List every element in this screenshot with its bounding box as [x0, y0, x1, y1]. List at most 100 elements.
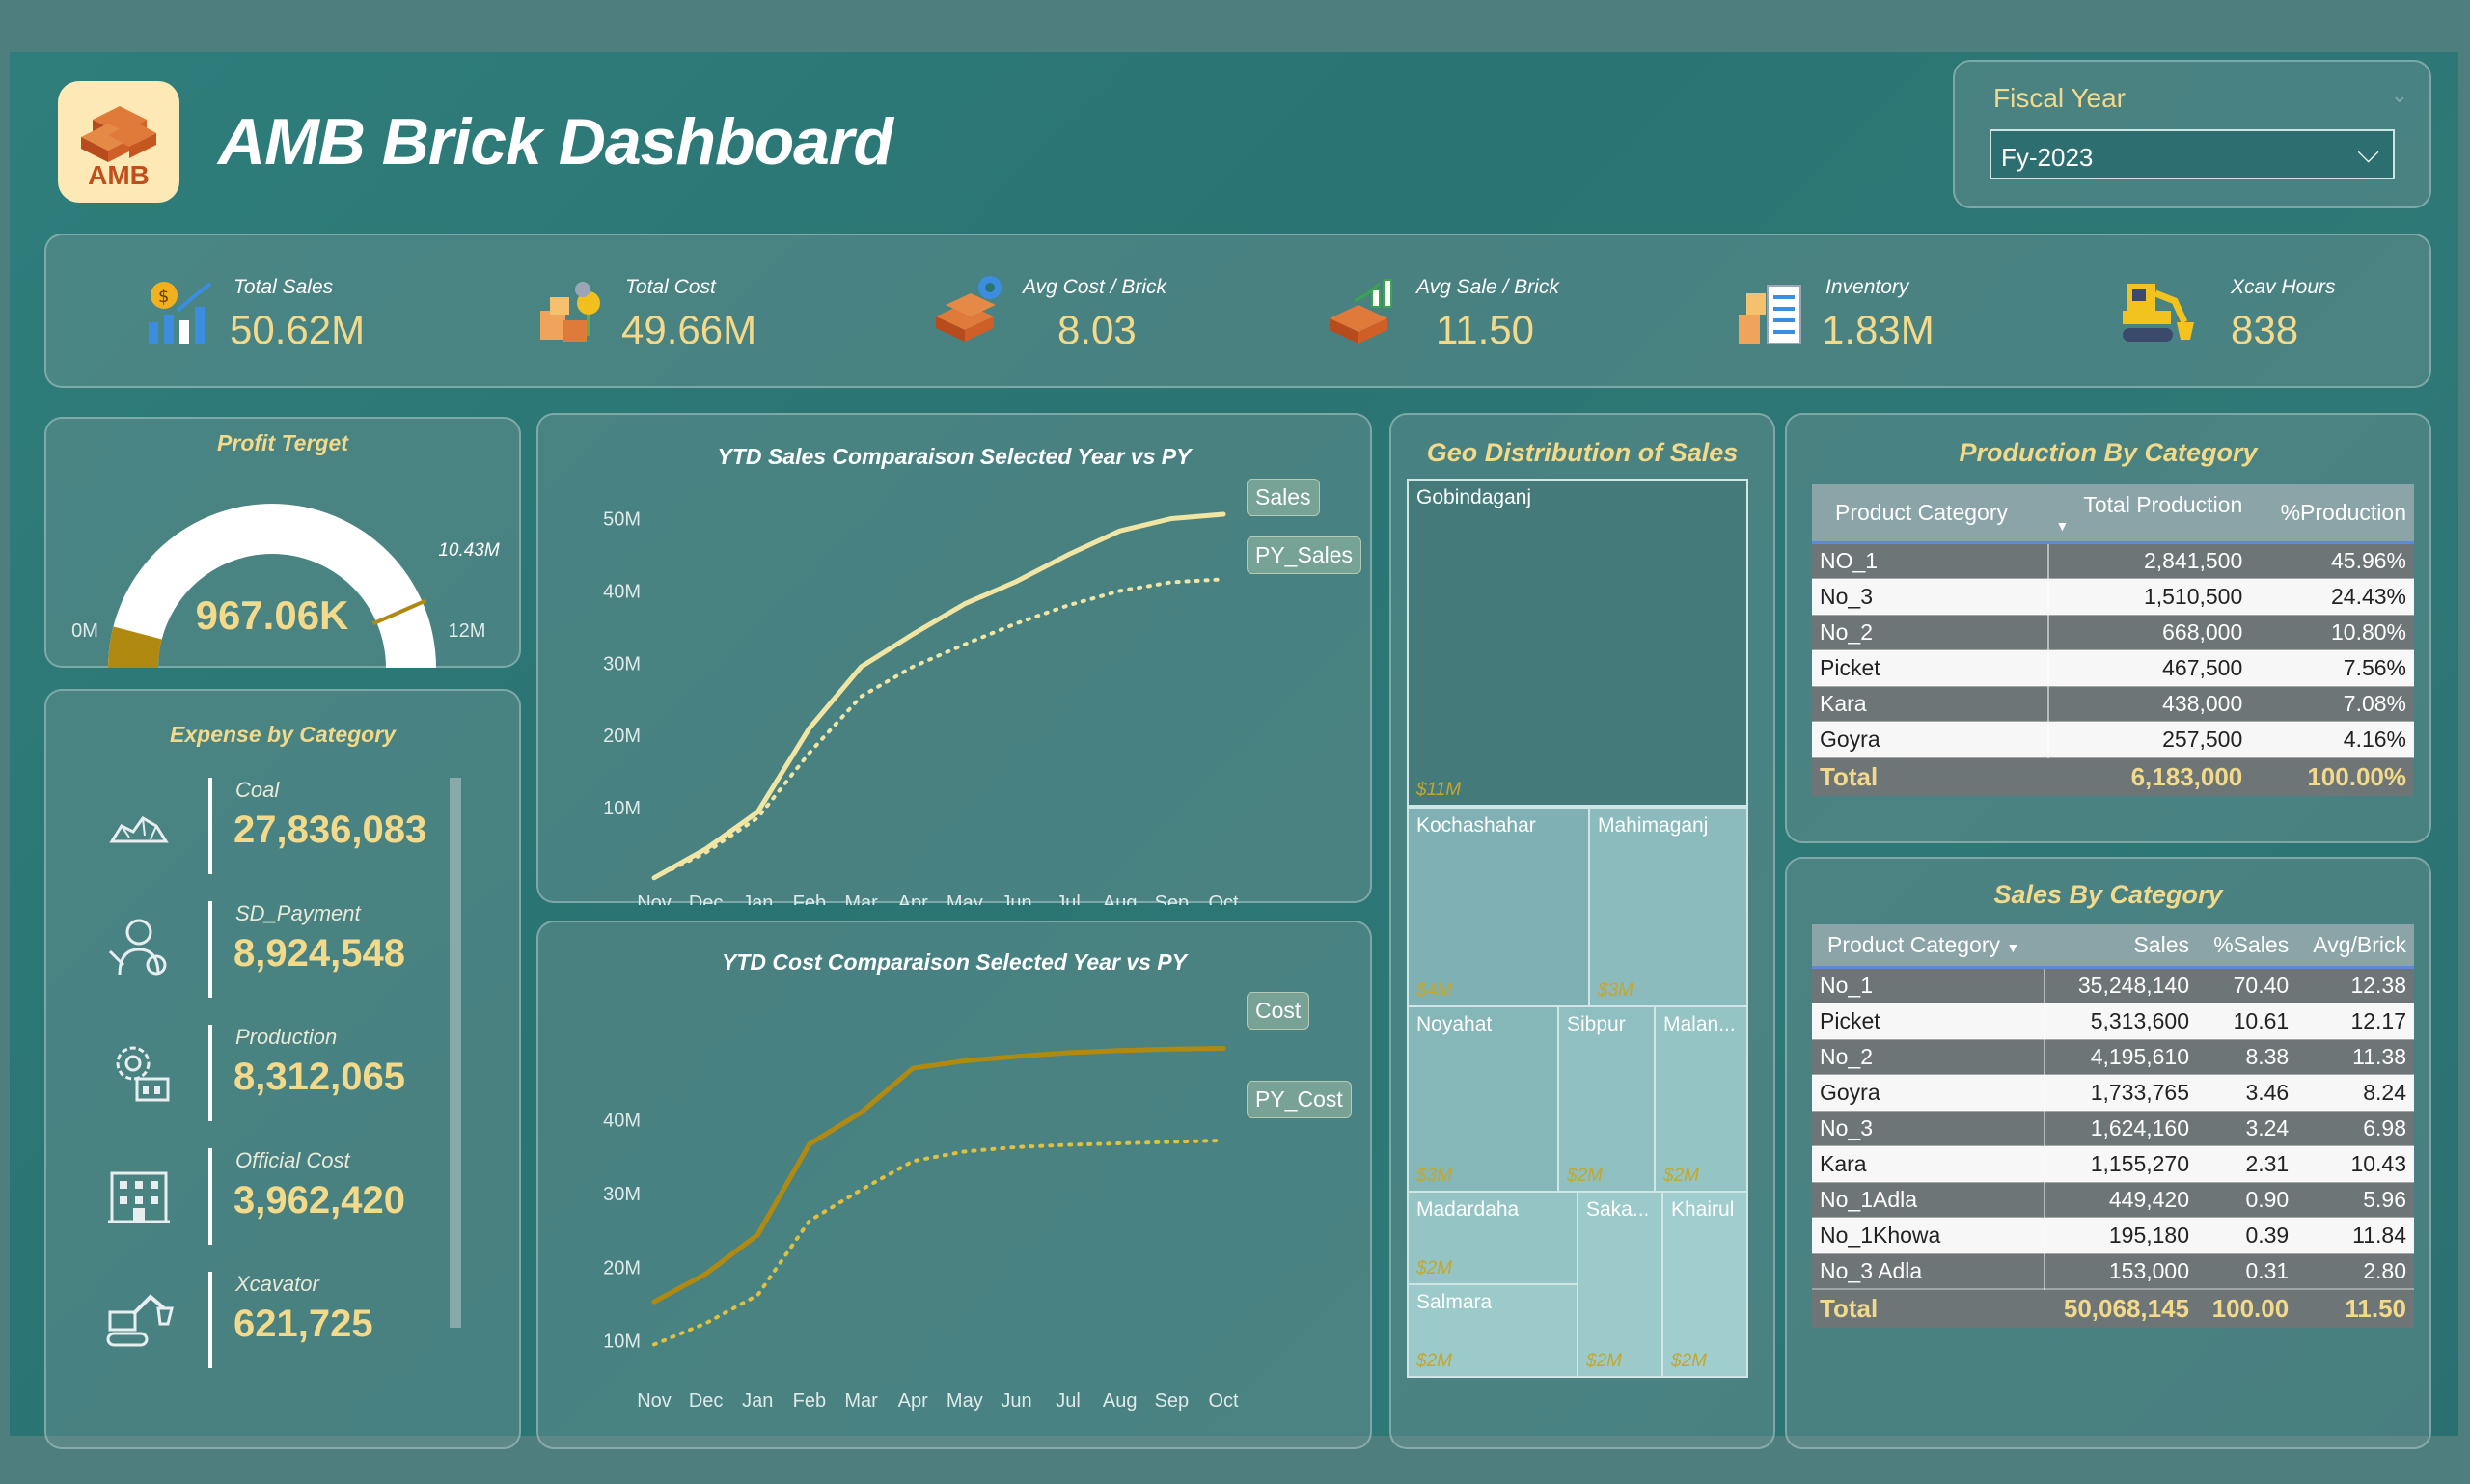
column-header[interactable]: Total Production ▼ [2047, 484, 2251, 544]
table-cell: 11.84 [2296, 1218, 2414, 1254]
table-cell: 153,000 [2045, 1253, 2198, 1290]
treemap-cell-noyahat[interactable]: Noyahat $3M [1407, 1005, 1559, 1193]
x-tick-label: May [947, 1390, 983, 1412]
series-line-py-sales[interactable] [652, 577, 1225, 880]
gauge-target-marker [371, 598, 427, 626]
column-header[interactable]: %Production [2250, 484, 2414, 544]
column-header[interactable]: Avg/Brick [2296, 924, 2414, 969]
table-row[interactable]: No_1 35,248,140 70.40 12.38 [1812, 967, 2414, 1004]
table-row[interactable]: Picket 467,500 7.56% [1812, 650, 2414, 687]
x-tick-label: Apr [898, 893, 928, 905]
y-tick-label: 10M [603, 1332, 641, 1353]
sales-cat-title: Sales By Category [1993, 880, 2223, 909]
treemap-cell-saka[interactable]: Saka... $2M [1577, 1191, 1663, 1378]
total-cell: 11.50 [2296, 1289, 2414, 1328]
column-header[interactable]: Product Category [1812, 484, 2048, 544]
table-cell: 5,313,600 [2045, 1003, 2198, 1040]
table-row[interactable]: No_2 4,195,610 8.38 11.38 [1812, 1039, 2414, 1076]
production-by-category-panel: Production By Category Product Category … [1785, 413, 2431, 843]
table-row[interactable]: No_3 1,624,160 3.24 6.98 [1812, 1111, 2414, 1147]
expense-by-category: Expense by Category Coal 27,836,083 SD_P… [44, 689, 521, 1449]
treemap-cell-khairul[interactable]: Khairul $2M [1661, 1191, 1748, 1378]
table-cell: 1,510,500 [2047, 579, 2251, 616]
fiscal-year-slicer[interactable]: Fiscal Year ⌄ Fy-2023 ⌵ [1953, 60, 2431, 208]
table-cell: 70.40 [2197, 967, 2297, 1004]
treemap-value: $2M [1416, 1351, 1452, 1371]
y-tick-label: 20M [603, 1257, 641, 1278]
table-row[interactable]: No_1Adla 449,420 0.90 5.96 [1812, 1182, 2414, 1219]
table-row[interactable]: Picket 5,313,600 10.61 12.17 [1812, 1003, 2414, 1040]
x-tick-label: Dec [689, 1390, 724, 1412]
column-header[interactable]: Sales [2045, 924, 2198, 969]
kpi-label: Avg Cost / Brick [1023, 276, 1166, 298]
expense-value: 3,962,420 [233, 1179, 405, 1222]
expense-value: 27,836,083 [233, 809, 427, 851]
geo-distribution-panel: Geo Distribution of Sales Gobindaganj $1… [1389, 413, 1775, 1449]
sort-desc-icon[interactable]: ▼ [2006, 940, 2020, 955]
ytd-sales-chart-panel[interactable]: YTD Sales Comparaison Selected Year vs P… [536, 413, 1372, 905]
column-header[interactable]: %Sales [2197, 924, 2297, 969]
treemap-label: Noyahat [1416, 1013, 1493, 1035]
table-row[interactable]: NO_1 2,841,500 45.96% [1812, 542, 2414, 580]
table-row[interactable]: No_3 Adla 153,000 0.31 2.80 [1812, 1253, 2414, 1290]
table-row[interactable]: Goyra 1,733,765 3.46 8.24 [1812, 1075, 2414, 1112]
y-tick-label: 40M [603, 1111, 641, 1132]
legend-py-cost[interactable]: PY_Cost [1247, 1081, 1352, 1118]
kpi-label: Inventory [1825, 276, 1909, 298]
legend-cost[interactable]: Cost [1247, 992, 1310, 1030]
series-line-sales[interactable] [651, 511, 1226, 881]
expense-value: 621,725 [233, 1303, 373, 1345]
collapse-chevron-icon[interactable]: ⌄ [2390, 83, 2408, 107]
profit-target-gauge[interactable]: Profit Terget 967.06K 0M 12M 10.43M [44, 417, 521, 668]
table-row[interactable]: Goyra 257,500 4.16% [1812, 722, 2414, 758]
sales-chart-icon: $ [149, 282, 212, 344]
treemap-cell-gobindaganj[interactable]: Gobindaganj $11M [1407, 479, 1748, 807]
table-cell: 24.43% [2250, 579, 2414, 616]
table-cell: 10.80% [2250, 615, 2414, 651]
x-tick-label: Mar [844, 1390, 878, 1412]
fiscal-year-dropdown[interactable]: Fy-2023 ⌵ [1990, 129, 2395, 179]
sales-by-category-panel: Sales By Category Product Category ▼ Sal… [1785, 857, 2431, 1449]
table-row[interactable]: Kara 1,155,270 2.31 10.43 [1812, 1146, 2414, 1183]
y-tick-label: 10M [603, 798, 641, 819]
series-line-py-cost[interactable] [652, 1138, 1225, 1347]
chevron-down-icon[interactable]: ⌵ [2357, 137, 2379, 169]
sort-desc-icon[interactable]: ▼ [2055, 518, 2070, 534]
table-cell: No_1 [1812, 967, 2046, 1004]
series-line-cost[interactable] [651, 1045, 1226, 1305]
svg-text:$: $ [158, 287, 169, 307]
expense-value: 8,924,548 [233, 932, 405, 975]
kpi-strip: $ Total Sales 50.62M Total Cost 49.66M [44, 234, 2431, 388]
table-cell: 1,733,765 [2045, 1075, 2198, 1112]
table-row[interactable]: No_3 1,510,500 24.43% [1812, 579, 2414, 616]
expense-label: Official Cost [235, 1148, 350, 1172]
ytd-sales-title: YTD Sales Comparaison Selected Year vs P… [717, 444, 1192, 469]
treemap-cell-mahimaganj[interactable]: Mahimaganj $3M [1588, 807, 1748, 1007]
legend-py-sales[interactable]: PY_Sales [1247, 536, 1362, 574]
table-cell: 12.17 [2296, 1003, 2414, 1040]
ytd-sales-line-chart: 10M 20M 30M 40M 50M Nov Dec Jan Feb Mar Apr May Jun J… [603, 508, 1239, 905]
y-tick-label: 30M [603, 1184, 641, 1205]
column-header[interactable]: Product Category ▼ [1812, 924, 2045, 969]
treemap-cell-salmara[interactable]: Salmara $2M [1407, 1283, 1578, 1378]
gauge-value: 967.06K [196, 592, 349, 638]
treemap-cell-kochashahar[interactable]: Kochashahar $4M [1407, 807, 1590, 1007]
treemap-cell-malan[interactable]: Malan... $2M [1654, 1005, 1748, 1193]
y-tick-label: 50M [603, 508, 641, 530]
total-cell: 50,068,145 [2045, 1289, 2198, 1328]
sales-table-body: No_1 35,248,140 70.40 12.38 Picket 5,313,600 1… [1812, 967, 2414, 1328]
treemap-cell-sibpur[interactable]: Sibpur $2M [1557, 1005, 1656, 1193]
table-row[interactable]: Kara 438,000 7.08% [1812, 686, 2414, 723]
table-cell: 2,841,500 [2047, 542, 2251, 580]
production-table: Product Category Total Production ▼ %Prod… [1812, 484, 2414, 796]
legend-sales[interactable]: Sales [1247, 479, 1320, 516]
treemap-cell-madardaha[interactable]: Madardaha $2M [1407, 1191, 1578, 1285]
gauge-title: Profit Terget [217, 430, 348, 455]
table-cell: No_2 [1812, 1039, 2046, 1076]
expense-scrollbar[interactable] [450, 778, 461, 1328]
ytd-cost-chart-panel[interactable]: YTD Cost Comparaison Selected Year vs PY… [536, 921, 1372, 1449]
table-row[interactable]: No_1Khowa 195,180 0.39 11.84 [1812, 1218, 2414, 1254]
ytd-cost-title: YTD Cost Comparaison Selected Year vs PY [722, 949, 1187, 975]
treemap-value: $2M [1663, 1166, 1699, 1186]
table-row[interactable]: No_2 668,000 10.80% [1812, 615, 2414, 651]
